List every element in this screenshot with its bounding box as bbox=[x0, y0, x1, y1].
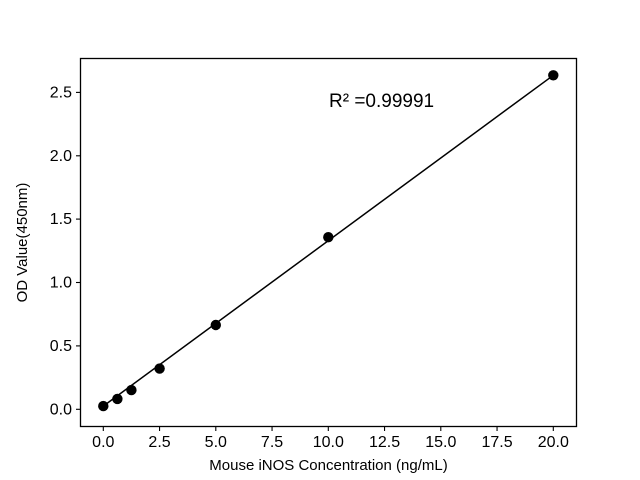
svg-text:15.0: 15.0 bbox=[425, 434, 456, 451]
svg-text:10.0: 10.0 bbox=[313, 434, 344, 451]
svg-text:0.5: 0.5 bbox=[50, 338, 72, 355]
svg-text:Mouse iNOS Concentration (ng/m: Mouse iNOS Concentration (ng/mL) bbox=[209, 457, 447, 474]
svg-text:1.0: 1.0 bbox=[50, 275, 72, 292]
svg-text:2.5: 2.5 bbox=[148, 434, 170, 451]
svg-text:0.0: 0.0 bbox=[92, 434, 114, 451]
svg-text:1.5: 1.5 bbox=[50, 211, 72, 228]
svg-text:5.0: 5.0 bbox=[205, 434, 227, 451]
svg-text:12.5: 12.5 bbox=[369, 434, 400, 451]
svg-text:7.5: 7.5 bbox=[261, 434, 283, 451]
svg-text:20.0: 20.0 bbox=[538, 434, 569, 451]
svg-text:0.0: 0.0 bbox=[50, 401, 72, 418]
svg-text:OD Value(450nm): OD Value(450nm) bbox=[14, 183, 31, 303]
svg-text:R² =0.99991: R² =0.99991 bbox=[329, 91, 434, 112]
svg-text:17.5: 17.5 bbox=[481, 434, 512, 451]
svg-text:2.5: 2.5 bbox=[50, 85, 72, 102]
svg-text:2.0: 2.0 bbox=[50, 148, 72, 165]
